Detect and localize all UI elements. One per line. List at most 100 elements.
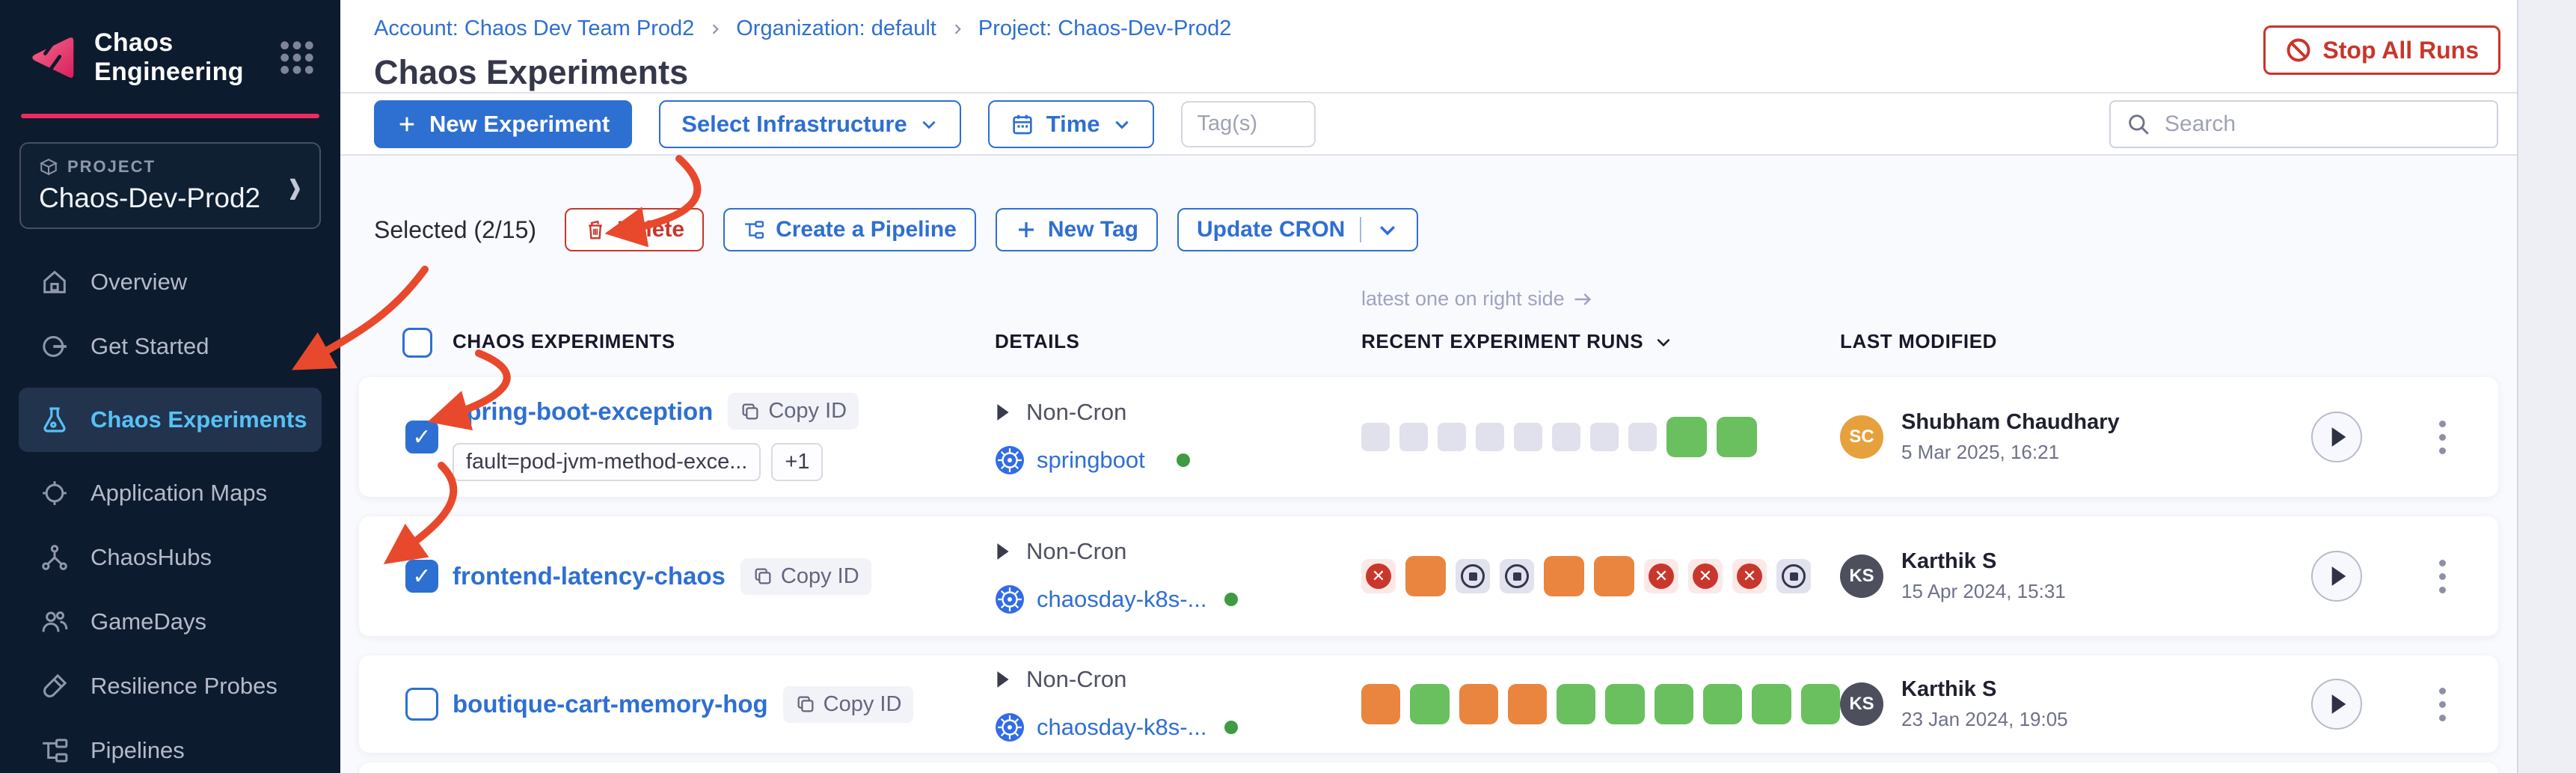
sidebar-item-overview[interactable]: Overview	[19, 259, 322, 305]
target-icon	[43, 481, 67, 505]
copy-id-button[interactable]: Copy ID	[740, 557, 871, 595]
cron-type[interactable]: Non-Cron	[995, 666, 1361, 693]
pipeline-icon	[745, 221, 764, 239]
tags-input[interactable]	[1180, 100, 1316, 147]
update-cron-button[interactable]: Update CRON	[1177, 208, 1419, 251]
row-checkbox[interactable]	[405, 421, 438, 453]
row-checkbox[interactable]	[405, 560, 438, 593]
breadcrumb-account-link[interactable]: Account: Chaos Dev Team Prod2	[374, 16, 695, 40]
run-indicator-empty[interactable]	[1438, 423, 1466, 451]
sidebar-item-chaoshubs[interactable]: ChaosHubs	[19, 534, 322, 581]
tag-chip[interactable]: fault=pod-jvm-method-exce...	[453, 443, 761, 481]
run-experiment-button[interactable]	[2311, 679, 2362, 730]
breadcrumb-project-link[interactable]: Project: Chaos-Dev-Prod2	[978, 16, 1232, 40]
run-experiment-button[interactable]	[2311, 412, 2362, 462]
experiment-name-link[interactable]: boutique-cart-memory-hog	[453, 690, 768, 718]
column-header-experiments[interactable]: CHAOS EXPERIMENTS	[453, 330, 675, 352]
play-icon	[2331, 566, 2346, 586]
run-indicator-empty[interactable]	[1514, 423, 1542, 451]
play-icon	[997, 404, 1009, 421]
app-grid-icon[interactable]	[276, 37, 318, 79]
modified-by-name: Karthik S	[1901, 677, 1997, 701]
select-infrastructure-label: Select Infrastructure	[681, 110, 907, 137]
run-indicator-orange[interactable]	[1405, 556, 1446, 596]
run-indicator-empty[interactable]	[1476, 423, 1504, 451]
flask-icon	[43, 407, 66, 433]
home-icon	[43, 270, 66, 293]
stopped-icon	[1782, 564, 1806, 588]
copy-id-button[interactable]: Copy ID	[782, 685, 914, 723]
sidebar-item-get-started[interactable]: Get Started	[19, 323, 322, 370]
new-experiment-button[interactable]: New Experiment	[374, 100, 633, 148]
stopped-icon	[1461, 564, 1485, 588]
new-tag-button[interactable]: New Tag	[995, 208, 1158, 251]
run-indicator-green[interactable]	[1557, 684, 1596, 724]
run-indicator-failed[interactable]: ✕	[1644, 559, 1678, 593]
infrastructure-status-dot	[1224, 593, 1239, 606]
run-indicator-orange[interactable]	[1594, 556, 1634, 596]
run-indicator-green[interactable]	[1717, 417, 1757, 457]
run-indicator-empty[interactable]	[1361, 423, 1390, 451]
run-indicator-stopped[interactable]	[1500, 559, 1534, 593]
column-header-details[interactable]: DETAILS	[995, 330, 1080, 352]
run-indicator-green[interactable]	[1800, 684, 1840, 724]
run-indicator-green[interactable]	[1752, 684, 1791, 724]
column-header-runs[interactable]: RECENT EXPERIMENT RUNS	[1361, 330, 1840, 358]
run-indicator-stopped[interactable]	[1456, 559, 1490, 593]
run-indicator-stopped[interactable]	[1776, 559, 1811, 593]
column-header-modified[interactable]: LAST MODIFIED	[1840, 330, 1998, 352]
sidebar-item-pipelines[interactable]: Pipelines	[19, 727, 322, 773]
trash-icon	[589, 220, 602, 239]
run-indicator-failed[interactable]: ✕	[1688, 559, 1723, 593]
run-indicator-empty[interactable]	[1552, 423, 1580, 451]
row-menu-button[interactable]	[2433, 554, 2452, 599]
run-indicator-orange[interactable]	[1507, 684, 1548, 724]
run-experiment-button[interactable]	[2311, 551, 2362, 602]
experiment-name-link[interactable]: spring-boot-exception	[453, 397, 714, 425]
run-indicator-orange[interactable]	[1459, 684, 1498, 724]
play-icon	[997, 671, 1009, 688]
infrastructure-link[interactable]: springboot	[1037, 447, 1145, 473]
infrastructure-link[interactable]: chaosday-k8s-...	[1037, 714, 1207, 740]
create-pipeline-button[interactable]: Create a Pipeline	[723, 208, 976, 251]
project-selector[interactable]: PROJECT Chaos-Dev-Prod2 ›	[19, 142, 321, 229]
run-indicator-green[interactable]	[1666, 417, 1707, 457]
sidebar-item-gamedays[interactable]: GameDays	[19, 599, 322, 645]
run-indicator-green[interactable]	[1605, 684, 1645, 724]
run-indicator-orange[interactable]	[1544, 556, 1584, 596]
search-input[interactable]	[2165, 111, 2482, 137]
sidebar: Chaos Engineering PROJECT Chaos-Dev-Prod…	[0, 0, 340, 773]
infrastructure-status-dot	[1176, 453, 1190, 467]
delete-button[interactable]: Delete	[565, 208, 705, 251]
sidebar-item-label: Overview	[91, 269, 188, 295]
run-indicator-green[interactable]	[1410, 684, 1450, 724]
run-indicator-failed[interactable]: ✕	[1361, 559, 1396, 593]
row-menu-button[interactable]	[2433, 682, 2452, 727]
row-menu-button[interactable]	[2433, 415, 2452, 460]
run-indicator-empty[interactable]	[1399, 423, 1428, 451]
cron-type[interactable]: Non-Cron	[995, 538, 1361, 565]
row-checkbox[interactable]	[405, 688, 438, 721]
select-infrastructure-dropdown[interactable]: Select Infrastructure	[659, 100, 961, 148]
select-all-checkbox[interactable]	[402, 328, 432, 358]
copy-id-button[interactable]: Copy ID	[728, 393, 859, 430]
stop-all-runs-button[interactable]: Stop All Runs	[2263, 25, 2500, 75]
infrastructure-link[interactable]: chaosday-k8s-...	[1037, 586, 1207, 612]
experiment-name-link[interactable]: frontend-latency-chaos	[453, 562, 726, 590]
sidebar-item-chaos-experiments[interactable]: Chaos Experiments	[19, 388, 322, 452]
right-gutter	[2517, 0, 2576, 773]
run-indicator-failed[interactable]: ✕	[1732, 559, 1767, 593]
run-indicator-empty[interactable]	[1628, 423, 1657, 451]
run-indicator-orange[interactable]	[1361, 684, 1401, 724]
time-filter-dropdown[interactable]: Time	[987, 100, 1154, 148]
sidebar-item-application-maps[interactable]: Application Maps	[19, 470, 322, 516]
run-indicator-empty[interactable]	[1590, 423, 1619, 451]
breadcrumb-organization-link[interactable]: Organization: default	[736, 16, 936, 40]
run-indicator-green[interactable]	[1654, 684, 1694, 724]
run-indicator-green[interactable]	[1703, 684, 1743, 724]
cron-type[interactable]: Non-Cron	[995, 399, 1361, 426]
sidebar-item-resilience-probes[interactable]: Resilience Probes	[19, 663, 322, 709]
selection-count-label: Selected (2/15)	[374, 216, 537, 243]
tag-more-chip[interactable]: +1	[771, 443, 824, 481]
network-icon	[42, 545, 67, 570]
